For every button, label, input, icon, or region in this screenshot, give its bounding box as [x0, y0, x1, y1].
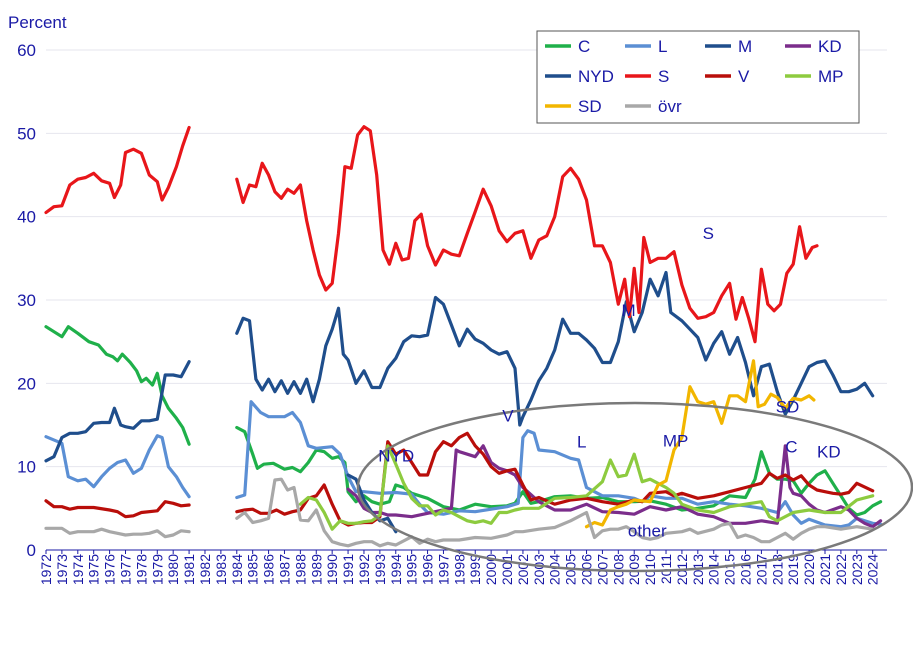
x-tick-label: 1993 — [372, 554, 388, 585]
y-tick-label: 50 — [17, 124, 36, 143]
x-tick-label: 2023 — [849, 554, 865, 585]
x-tick-label: 1973 — [54, 554, 70, 585]
series-line-övr — [44, 526, 191, 539]
x-tick-label: 1975 — [86, 554, 102, 585]
y-axis-label: Percent — [8, 13, 67, 32]
x-tick-label: 2020 — [801, 554, 817, 585]
annotation-label: S — [703, 224, 714, 243]
x-tick-label: 2014 — [706, 554, 722, 585]
x-tick-label: 2010 — [642, 554, 658, 585]
annotation-label: MP — [663, 432, 689, 451]
x-tick-label: 2011 — [658, 554, 674, 584]
x-tick-label: 2001 — [499, 554, 515, 585]
x-tick-label: 1983 — [213, 554, 229, 585]
x-tick-label: 1985 — [245, 554, 261, 585]
x-tick-label: 2004 — [547, 554, 563, 585]
highlight-ellipse — [356, 401, 913, 573]
annotation-label: SD — [776, 398, 800, 417]
y-tick-label: 30 — [17, 291, 36, 310]
x-tick-label: 2002 — [515, 554, 531, 585]
legend-label: M — [738, 37, 752, 56]
y-tick-label: 60 — [17, 41, 36, 60]
x-tick-label: 1995 — [404, 554, 420, 585]
series-line-s — [44, 125, 191, 215]
x-tick-label: 1974 — [70, 554, 86, 585]
series-lines — [44, 125, 883, 548]
x-tick-label: 1976 — [102, 554, 118, 585]
x-tick-label: 2019 — [785, 554, 801, 585]
x-tick-label: 1972 — [38, 554, 54, 585]
x-tick-label: 1999 — [467, 554, 483, 585]
series-line-m — [44, 360, 191, 463]
legend-label: övr — [658, 97, 682, 116]
x-tick-label: 1990 — [324, 554, 340, 585]
legend-label: NYD — [578, 67, 614, 86]
legend-label: C — [578, 37, 590, 56]
y-tick-label: 10 — [17, 458, 36, 477]
x-tick-label: 1980 — [165, 554, 181, 585]
x-tick-label: 2024 — [865, 554, 881, 585]
annotation-label: NYD — [378, 447, 414, 466]
x-tick-label: 1982 — [197, 554, 213, 585]
legend-label: SD — [578, 97, 602, 116]
legend: C L M KD NYD S V MP SD övr — [536, 30, 860, 124]
x-tick-label: 1998 — [451, 554, 467, 585]
x-tick-label: 1978 — [133, 554, 149, 585]
x-tick-label: 1996 — [420, 554, 436, 585]
legend-label: L — [658, 37, 667, 56]
annotation-label: other — [628, 522, 667, 541]
x-tick-label: 2003 — [531, 554, 547, 585]
series-line-m — [235, 270, 875, 427]
x-tick-label: 1989 — [308, 554, 324, 585]
x-tick-label: 1986 — [261, 554, 277, 585]
x-tick-label: 2021 — [817, 554, 833, 585]
legend-label: S — [658, 67, 669, 86]
series-line-s — [235, 125, 819, 344]
x-tick-label: 1997 — [435, 554, 451, 585]
x-tick-label: 1984 — [229, 554, 245, 585]
x-tick-label: 2015 — [722, 554, 738, 585]
legend-label: MP — [818, 67, 844, 86]
y-tick-label: 0 — [27, 541, 36, 560]
x-tick-label: 1988 — [292, 554, 308, 585]
x-tick-label: 2000 — [483, 554, 499, 585]
x-tick-label: 2009 — [626, 554, 642, 585]
y-tick-label: 40 — [17, 208, 36, 227]
x-tick-label: 2022 — [833, 554, 849, 585]
annotation-label: C — [785, 438, 797, 457]
y-tick-label: 20 — [17, 374, 36, 393]
x-tick-label: 2016 — [738, 554, 754, 585]
x-tick-label: 1981 — [181, 554, 197, 585]
x-tick-label: 1977 — [117, 554, 133, 585]
x-tick-label: 1979 — [149, 554, 165, 585]
x-tick-label: 2017 — [753, 554, 769, 585]
annotation-label: KD — [817, 443, 841, 462]
series-line-c — [44, 325, 191, 446]
x-tick-label: 1987 — [276, 554, 292, 585]
series-line-mp — [298, 444, 875, 531]
grid-lines — [46, 49, 887, 551]
legend-label: V — [738, 67, 750, 86]
x-tick-label: 1991 — [340, 554, 356, 585]
x-tick-label: 1994 — [388, 554, 404, 585]
series-line-l — [235, 400, 883, 529]
annotation-label: M — [622, 301, 636, 320]
series-line-v — [44, 499, 191, 519]
series-line-kd — [346, 444, 883, 529]
legend-label: KD — [818, 37, 842, 56]
series-line-sd — [584, 359, 816, 529]
series-line-v — [235, 431, 875, 527]
series-line-övr — [235, 477, 875, 548]
x-tick-label: 2018 — [769, 554, 785, 585]
series-line-l — [44, 434, 191, 499]
annotation-label: V — [502, 407, 514, 426]
annotation-label: L — [577, 433, 586, 452]
series-line-c — [235, 425, 883, 517]
x-tick-label: 1992 — [356, 554, 372, 585]
x-tick-label: 2008 — [610, 554, 626, 585]
